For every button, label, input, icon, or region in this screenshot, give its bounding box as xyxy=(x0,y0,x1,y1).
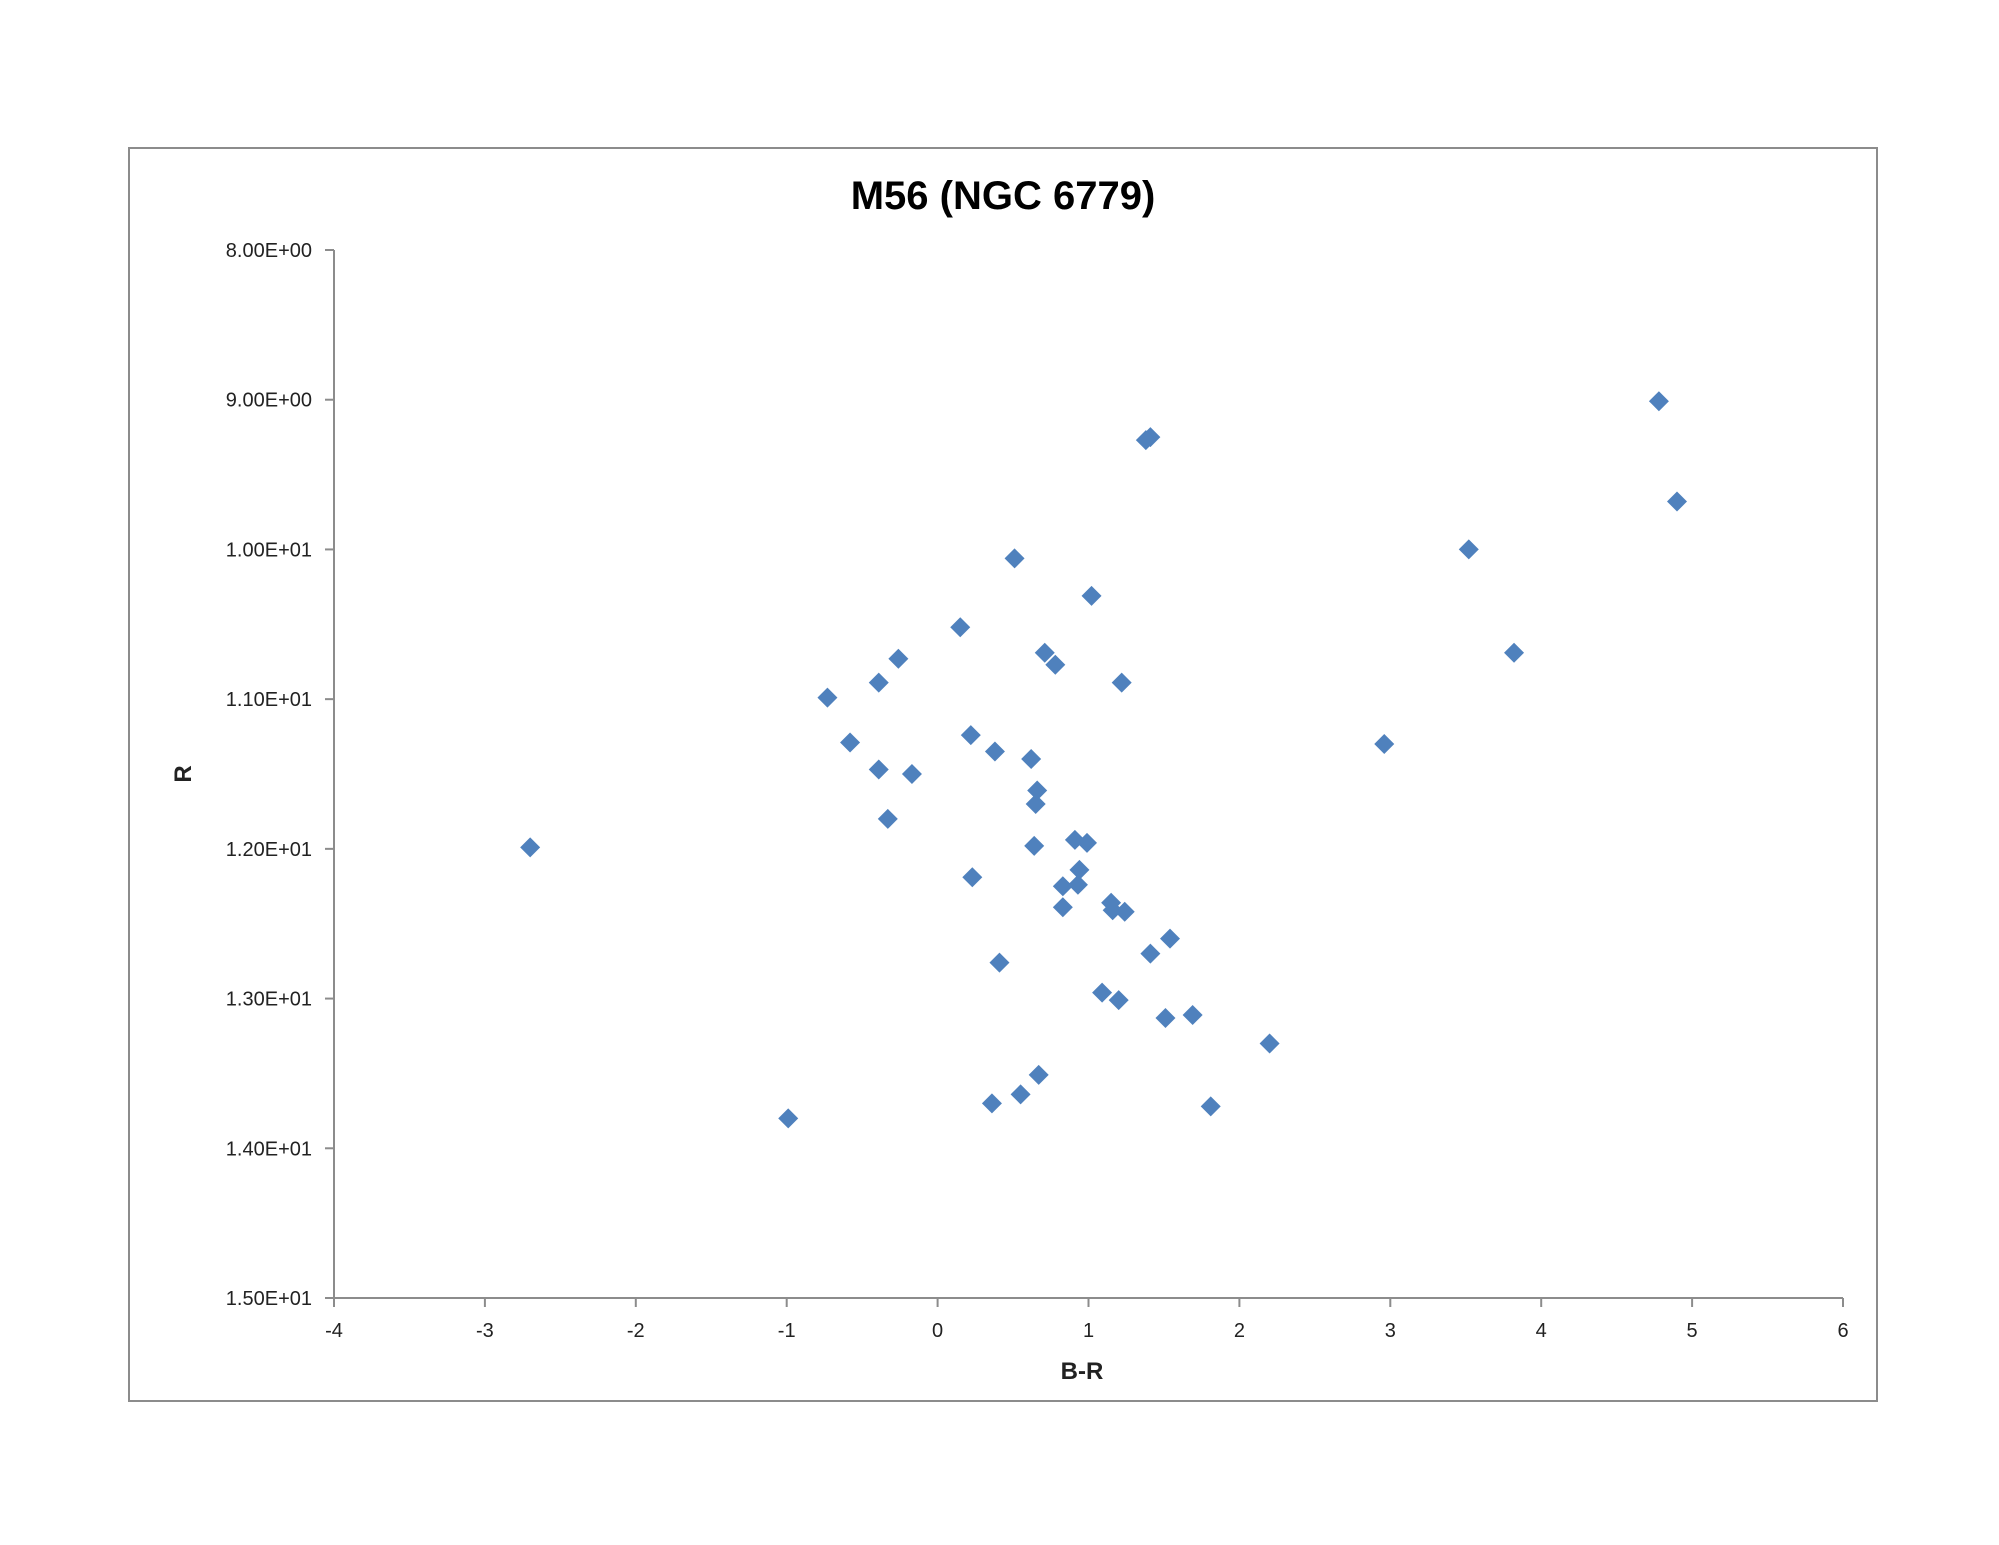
y-axis-ticks: 8.00E+00 9.00E+00 1.00E+01 1.10E+01 1.20E+01… xyxy=(226,240,334,1310)
y-axis-title: R xyxy=(170,765,197,782)
data-point xyxy=(1081,585,1102,606)
data-point xyxy=(1111,672,1132,693)
x-axis-title: B-R xyxy=(1061,1358,1104,1385)
data-point xyxy=(1021,749,1042,770)
data-point xyxy=(520,837,541,858)
data-point xyxy=(1504,642,1525,663)
data-point xyxy=(950,617,971,638)
data-point xyxy=(877,808,898,829)
x-tick-label: -2 xyxy=(627,1320,645,1342)
data-points xyxy=(520,391,1688,1129)
data-point xyxy=(1648,391,1669,412)
data-point xyxy=(1200,1096,1221,1117)
data-point xyxy=(778,1108,799,1129)
x-tick-label: 5 xyxy=(1687,1320,1698,1342)
data-point xyxy=(1259,1033,1280,1054)
data-point xyxy=(1159,928,1180,949)
chart-title: M56 (NGC 6779) xyxy=(851,174,1156,218)
x-tick-label: 2 xyxy=(1234,1320,1245,1342)
data-point xyxy=(962,867,983,888)
data-point xyxy=(868,759,889,780)
chart-frame: M56 (NGC 6779) 8.00E+00 9.00E+00 1.00E+01 1… xyxy=(128,147,1878,1402)
data-point xyxy=(888,648,909,669)
scatter-chart: M56 (NGC 6779) 8.00E+00 9.00E+00 1.00E+01 1… xyxy=(170,174,1849,1385)
data-point xyxy=(1034,642,1055,663)
y-tick-label: 9.00E+00 xyxy=(226,390,312,412)
data-point xyxy=(1108,990,1129,1011)
data-point xyxy=(1135,430,1156,451)
data-point xyxy=(1140,943,1161,964)
data-point xyxy=(817,687,838,708)
data-point xyxy=(1155,1008,1176,1029)
data-point xyxy=(1028,1064,1049,1085)
data-point xyxy=(1010,1084,1031,1105)
data-point xyxy=(1182,1005,1203,1026)
data-point xyxy=(960,725,981,746)
data-point xyxy=(1667,491,1688,512)
data-point xyxy=(901,764,922,784)
x-tick-label: 4 xyxy=(1536,1320,1547,1342)
data-point xyxy=(1004,548,1025,569)
y-tick-label: 1.20E+01 xyxy=(226,839,312,861)
x-tick-label: -4 xyxy=(325,1320,343,1342)
data-point xyxy=(1374,734,1395,755)
data-point xyxy=(840,732,861,753)
x-axis-ticks: -4 -3 -2 -1 0 1 2 3 4 5 6 xyxy=(325,1298,1849,1342)
data-point xyxy=(1069,859,1090,880)
data-point xyxy=(1114,901,1135,922)
y-tick-label: 1.00E+01 xyxy=(226,539,312,561)
x-tick-label: 3 xyxy=(1385,1320,1396,1342)
data-point xyxy=(1458,539,1479,560)
data-point xyxy=(981,1093,1002,1114)
data-point xyxy=(1025,793,1046,814)
data-point xyxy=(984,741,1005,762)
data-point xyxy=(1067,874,1088,895)
data-point xyxy=(1045,654,1066,675)
y-tick-label: 1.10E+01 xyxy=(226,689,312,711)
y-tick-label: 1.50E+01 xyxy=(226,1288,312,1310)
x-tick-label: 6 xyxy=(1837,1320,1848,1342)
data-point xyxy=(1052,897,1073,918)
data-point xyxy=(989,952,1010,973)
x-tick-label: -1 xyxy=(778,1320,796,1342)
y-tick-label: 1.30E+01 xyxy=(226,989,312,1011)
data-point xyxy=(1076,832,1097,853)
data-point xyxy=(868,672,889,693)
y-tick-label: 1.40E+01 xyxy=(226,1138,312,1160)
x-tick-label: -3 xyxy=(476,1320,494,1342)
x-tick-label: 1 xyxy=(1083,1320,1094,1342)
y-tick-label: 8.00E+00 xyxy=(226,240,312,262)
data-point xyxy=(1027,780,1048,801)
data-point xyxy=(1102,900,1123,921)
x-tick-label: 0 xyxy=(932,1320,943,1342)
data-point xyxy=(1024,835,1045,856)
data-point xyxy=(1092,982,1113,1003)
data-point xyxy=(1052,876,1073,897)
